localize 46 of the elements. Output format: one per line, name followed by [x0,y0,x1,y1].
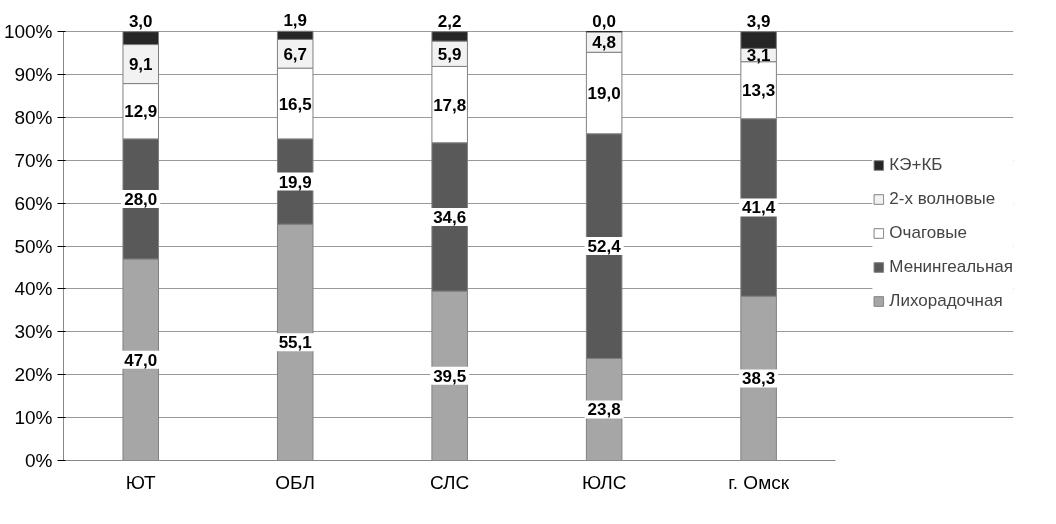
data-label: 6,7 [283,44,308,64]
y-tick-label: 80% [14,106,53,128]
data-label: 4,8 [592,32,616,52]
x-tick-label: г. Омск [728,471,790,493]
y-tick-label: 40% [14,278,53,300]
legend-label: КЭ+КБ [889,154,943,175]
y-tick-label: 30% [14,321,53,343]
data-label: 16,5 [278,94,312,114]
data-label: 28,0 [124,189,158,209]
data-label: 13,3 [742,81,776,101]
y-tick-label: 50% [14,235,53,257]
y-tick-label: 0% [25,450,53,471]
y-tick-label: 100% [3,21,53,43]
data-label: 17,8 [433,95,467,115]
y-tick-label: 90% [14,64,53,86]
data-label: 3,1 [746,46,771,66]
data-label: 12,9 [124,102,158,122]
x-tick-label: СЛС [430,471,470,493]
data-label: 34,6 [433,207,467,227]
data-label: 38,3 [742,369,776,389]
data-label: 39,5 [433,366,467,386]
y-tick-label: 20% [14,364,53,386]
x-tick-label: ЮТ [125,471,156,493]
data-label: 23,8 [587,400,621,420]
legend-label: Очаговые [889,222,967,243]
y-tick-label: 10% [14,407,53,429]
data-label: 2,2 [437,11,462,31]
data-label: 5,9 [437,44,462,64]
data-label: 1,9 [283,11,308,31]
data-label: 9,1 [128,55,153,75]
legend-label: 2-х волновые [889,188,996,209]
data-label: 55,1 [278,333,312,353]
x-tick-label: ЮЛС [581,471,627,493]
x-tick-label: ОБЛ [275,471,316,493]
legend-label: Лихорадочная [889,290,1003,311]
y-tick-label: 70% [14,149,53,171]
data-label: 47,0 [124,350,158,370]
data-label: 19,0 [587,84,621,103]
y-tick-label: 60% [14,192,53,214]
data-label: 19,9 [278,172,312,192]
data-label: 0,0 [592,11,616,31]
data-label: 52,4 [587,237,622,257]
data-label: 3,0 [128,11,153,31]
data-label: 3,9 [746,11,771,31]
data-label: 41,4 [742,198,776,218]
legend-label: Менингеальная [889,256,1013,277]
